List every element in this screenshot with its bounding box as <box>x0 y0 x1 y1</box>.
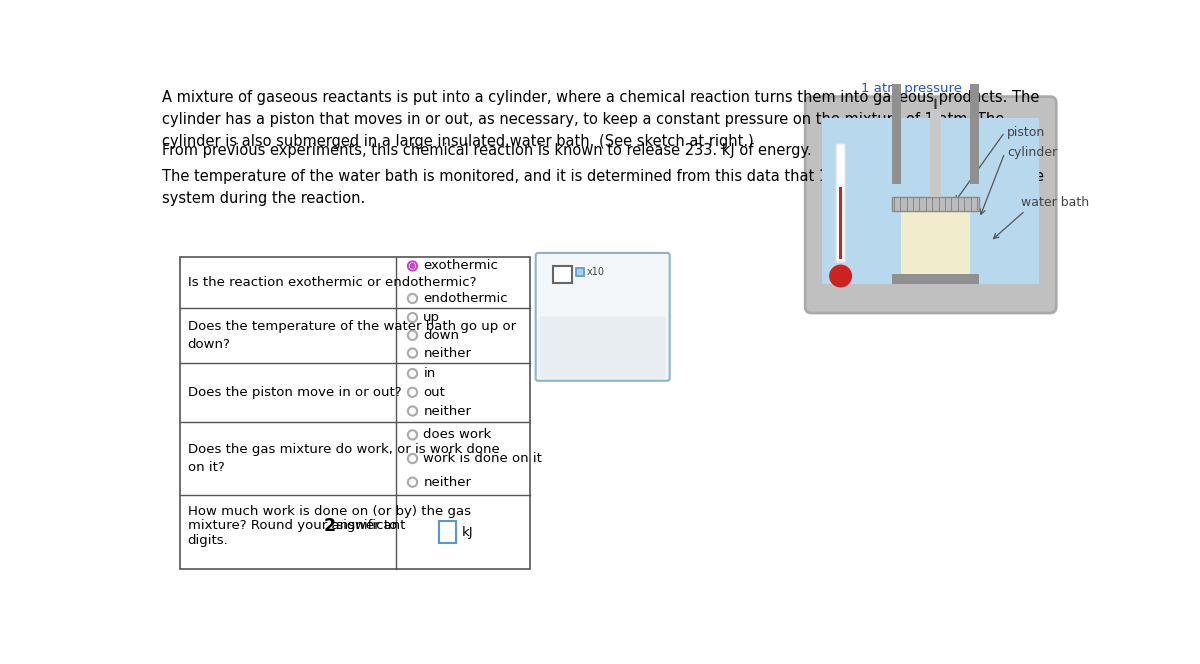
Text: water bath: water bath <box>1021 197 1090 209</box>
Circle shape <box>410 264 415 268</box>
Text: Is the reaction exothermic or endothermic?: Is the reaction exothermic or endothermi… <box>187 276 476 289</box>
Text: 2: 2 <box>323 517 335 535</box>
Text: mixture? Round your answer to: mixture? Round your answer to <box>187 519 401 532</box>
Text: piston: piston <box>1007 125 1045 139</box>
Text: exothermic: exothermic <box>424 260 498 272</box>
Text: significant: significant <box>331 519 406 532</box>
Text: up: up <box>424 311 440 324</box>
FancyBboxPatch shape <box>439 521 456 543</box>
Text: neither: neither <box>424 475 472 489</box>
Bar <box>892 197 979 211</box>
Text: ↺: ↺ <box>620 335 642 360</box>
Text: cylinder: cylinder <box>1007 146 1057 159</box>
Text: The temperature of the water bath is monitored, and it is determined from this d: The temperature of the water bath is mon… <box>162 169 1044 206</box>
Text: gases: gases <box>916 236 955 250</box>
FancyBboxPatch shape <box>535 253 670 380</box>
Bar <box>839 187 842 259</box>
Bar <box>892 274 979 284</box>
FancyBboxPatch shape <box>540 317 666 378</box>
Bar <box>930 109 941 197</box>
Text: How much work is done on (or by) the gas: How much work is done on (or by) the gas <box>187 505 470 518</box>
Text: x10: x10 <box>587 267 605 277</box>
Bar <box>901 210 970 274</box>
FancyBboxPatch shape <box>553 266 572 283</box>
Text: 1 atm pressure: 1 atm pressure <box>862 82 962 95</box>
Text: down: down <box>424 329 460 342</box>
Text: work is done on it: work is done on it <box>424 452 542 465</box>
Circle shape <box>830 265 851 287</box>
Bar <box>970 84 979 184</box>
Text: does work: does work <box>424 428 492 442</box>
Text: From previous experiments, this chemical reaction is known to release 233. kJ of: From previous experiments, this chemical… <box>162 143 812 158</box>
FancyBboxPatch shape <box>836 143 845 262</box>
Text: Does the temperature of the water bath go up or
down?: Does the temperature of the water bath g… <box>187 320 516 351</box>
Text: Does the gas mixture do work, or is work done
on it?: Does the gas mixture do work, or is work… <box>187 443 499 474</box>
Bar <box>822 118 1039 284</box>
Text: Does the piston move in or out?: Does the piston move in or out? <box>187 386 401 399</box>
Text: neither: neither <box>424 404 472 418</box>
Text: in: in <box>424 367 436 380</box>
FancyBboxPatch shape <box>805 97 1056 313</box>
FancyBboxPatch shape <box>576 268 584 276</box>
Text: neither: neither <box>424 347 472 360</box>
Text: ×: × <box>569 335 590 360</box>
Text: out: out <box>424 386 445 399</box>
Text: digits.: digits. <box>187 534 228 547</box>
Text: A mixture of gaseous reactants is put into a cylinder, where a chemical reaction: A mixture of gaseous reactants is put in… <box>162 90 1039 149</box>
Text: endothermic: endothermic <box>424 292 508 305</box>
Text: kJ: kJ <box>461 525 473 539</box>
Bar <box>892 84 901 184</box>
